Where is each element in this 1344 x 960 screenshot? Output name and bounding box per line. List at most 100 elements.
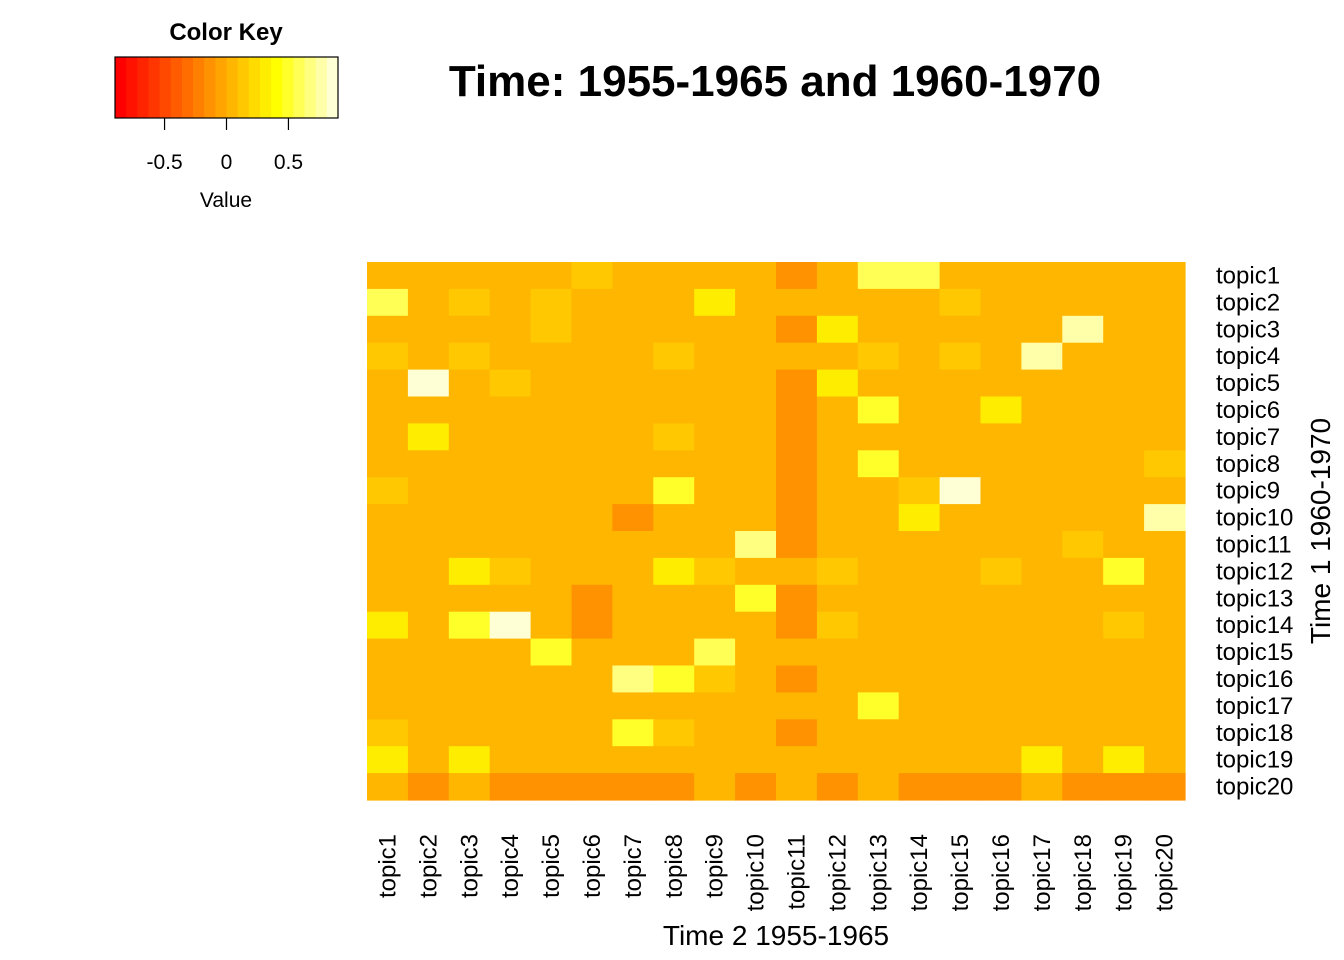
- heatmap-cell: [571, 773, 613, 801]
- row-label: topic7: [1216, 424, 1280, 451]
- heatmap-cell: [612, 773, 654, 801]
- heatmap-cell: [612, 692, 654, 720]
- heatmap-cells: [367, 262, 1186, 801]
- heatmap-cell: [1021, 315, 1063, 344]
- heatmap-cell: [1021, 423, 1063, 451]
- heatmap-cell: [530, 262, 573, 290]
- heatmap-cell: [571, 262, 613, 290]
- heatmap-cell: [816, 423, 859, 451]
- heatmap-cell: [1103, 773, 1145, 801]
- heatmap-cell: [530, 315, 573, 344]
- heatmap-cell: [694, 638, 736, 667]
- heatmap-cell: [448, 584, 491, 613]
- color-key-swatch: [315, 57, 328, 118]
- heatmap-cell: [489, 450, 532, 478]
- heatmap-cell: [407, 477, 450, 505]
- heatmap-cell: [898, 665, 941, 693]
- heatmap-cell: [776, 504, 818, 532]
- heatmap-cell: [939, 423, 982, 451]
- heatmap-cell: [367, 638, 409, 667]
- heatmap-cell: [898, 288, 941, 317]
- heatmap-cell: [653, 531, 695, 559]
- heatmap-cell: [653, 477, 695, 505]
- row-label: topic12: [1216, 558, 1293, 585]
- heatmap-cell: [857, 584, 900, 613]
- heatmap-cell: [571, 557, 613, 586]
- heatmap-cell: [612, 315, 654, 344]
- heatmap-cell: [489, 692, 532, 720]
- heatmap-cell: [653, 504, 695, 532]
- heatmap-cell: [1021, 504, 1063, 532]
- heatmap-cell: [735, 423, 777, 451]
- row-label: topic6: [1216, 397, 1280, 424]
- row-label: topic17: [1216, 693, 1293, 720]
- heatmap-cell: [776, 477, 818, 505]
- heatmap-cell: [980, 450, 1022, 478]
- heatmap-cell: [857, 611, 900, 640]
- heatmap-cell: [735, 692, 777, 720]
- heatmap-cell: [407, 396, 450, 424]
- heatmap-cell: [530, 504, 573, 532]
- heatmap-cell: [816, 773, 859, 801]
- heatmap-cell: [694, 315, 736, 344]
- heatmap-cell: [530, 584, 573, 613]
- heatmap-cell: [735, 665, 777, 693]
- row-label: topic2: [1216, 289, 1280, 316]
- heatmap-cell: [1103, 288, 1145, 317]
- heatmap-cell: [407, 746, 450, 774]
- heatmap-cell: [448, 611, 491, 640]
- row-label: topic3: [1216, 316, 1280, 343]
- heatmap-cell: [735, 262, 777, 290]
- heatmap-cell: [776, 369, 818, 398]
- column-label: topic4: [497, 834, 524, 898]
- heatmap-cell: [1062, 396, 1104, 424]
- heatmap-cell: [1144, 773, 1186, 801]
- heatmap-cell: [857, 504, 900, 532]
- heatmap-cell: [898, 369, 941, 398]
- heatmap-cell: [571, 315, 613, 344]
- heatmap-cell: [571, 450, 613, 478]
- heatmap-cell: [857, 719, 900, 747]
- heatmap-cell: [612, 288, 654, 317]
- row-label: topic14: [1216, 612, 1293, 639]
- heatmap-cell: [653, 719, 695, 747]
- heatmap-cell: [653, 773, 695, 801]
- heatmap-cell: [530, 288, 573, 317]
- heatmap-cell: [694, 369, 736, 398]
- heatmap-cell: [857, 288, 900, 317]
- row-label: topic15: [1216, 639, 1293, 666]
- heatmap-cell: [571, 719, 613, 747]
- heatmap-cell: [489, 477, 532, 505]
- heatmap-cell: [407, 692, 450, 720]
- heatmap-cell: [571, 369, 613, 398]
- heatmap-cell: [448, 638, 491, 667]
- heatmap-cell: [653, 557, 695, 586]
- color-key-axis: -0.5 0 0.5: [146, 118, 303, 174]
- heatmap-cell: [1103, 477, 1145, 505]
- color-key-swatch: [137, 57, 149, 118]
- column-label: topic14: [906, 834, 933, 911]
- heatmap-cell: [898, 531, 941, 559]
- heatmap-cell: [612, 719, 654, 747]
- heatmap-cell: [980, 396, 1022, 424]
- heatmap-cell: [898, 638, 941, 667]
- heatmap-cell: [694, 692, 736, 720]
- heatmap-cell: [1021, 773, 1063, 801]
- heatmap-cell: [571, 692, 613, 720]
- heatmap-cell: [1144, 396, 1186, 424]
- heatmap-cell: [1103, 369, 1145, 398]
- color-key-swatch: [293, 57, 305, 118]
- heatmap-cell: [571, 423, 613, 451]
- color-key-swatch: [204, 57, 216, 118]
- column-labels: topic1 topic2 topic3 topic4 topic5 topic6 topi…: [374, 834, 1178, 911]
- row-label: topic18: [1216, 720, 1293, 747]
- heatmap-cell: [694, 719, 736, 747]
- heatmap-cell: [980, 477, 1022, 505]
- column-label: topic1: [374, 834, 401, 898]
- heatmap-cell: [694, 531, 736, 559]
- heatmap-cell: [1144, 638, 1186, 667]
- heatmap-cell: [939, 611, 982, 640]
- row-label: topic13: [1216, 585, 1293, 612]
- y-axis-label: Time 1 1960-1970: [1305, 418, 1336, 644]
- heatmap-cell: [1144, 746, 1186, 774]
